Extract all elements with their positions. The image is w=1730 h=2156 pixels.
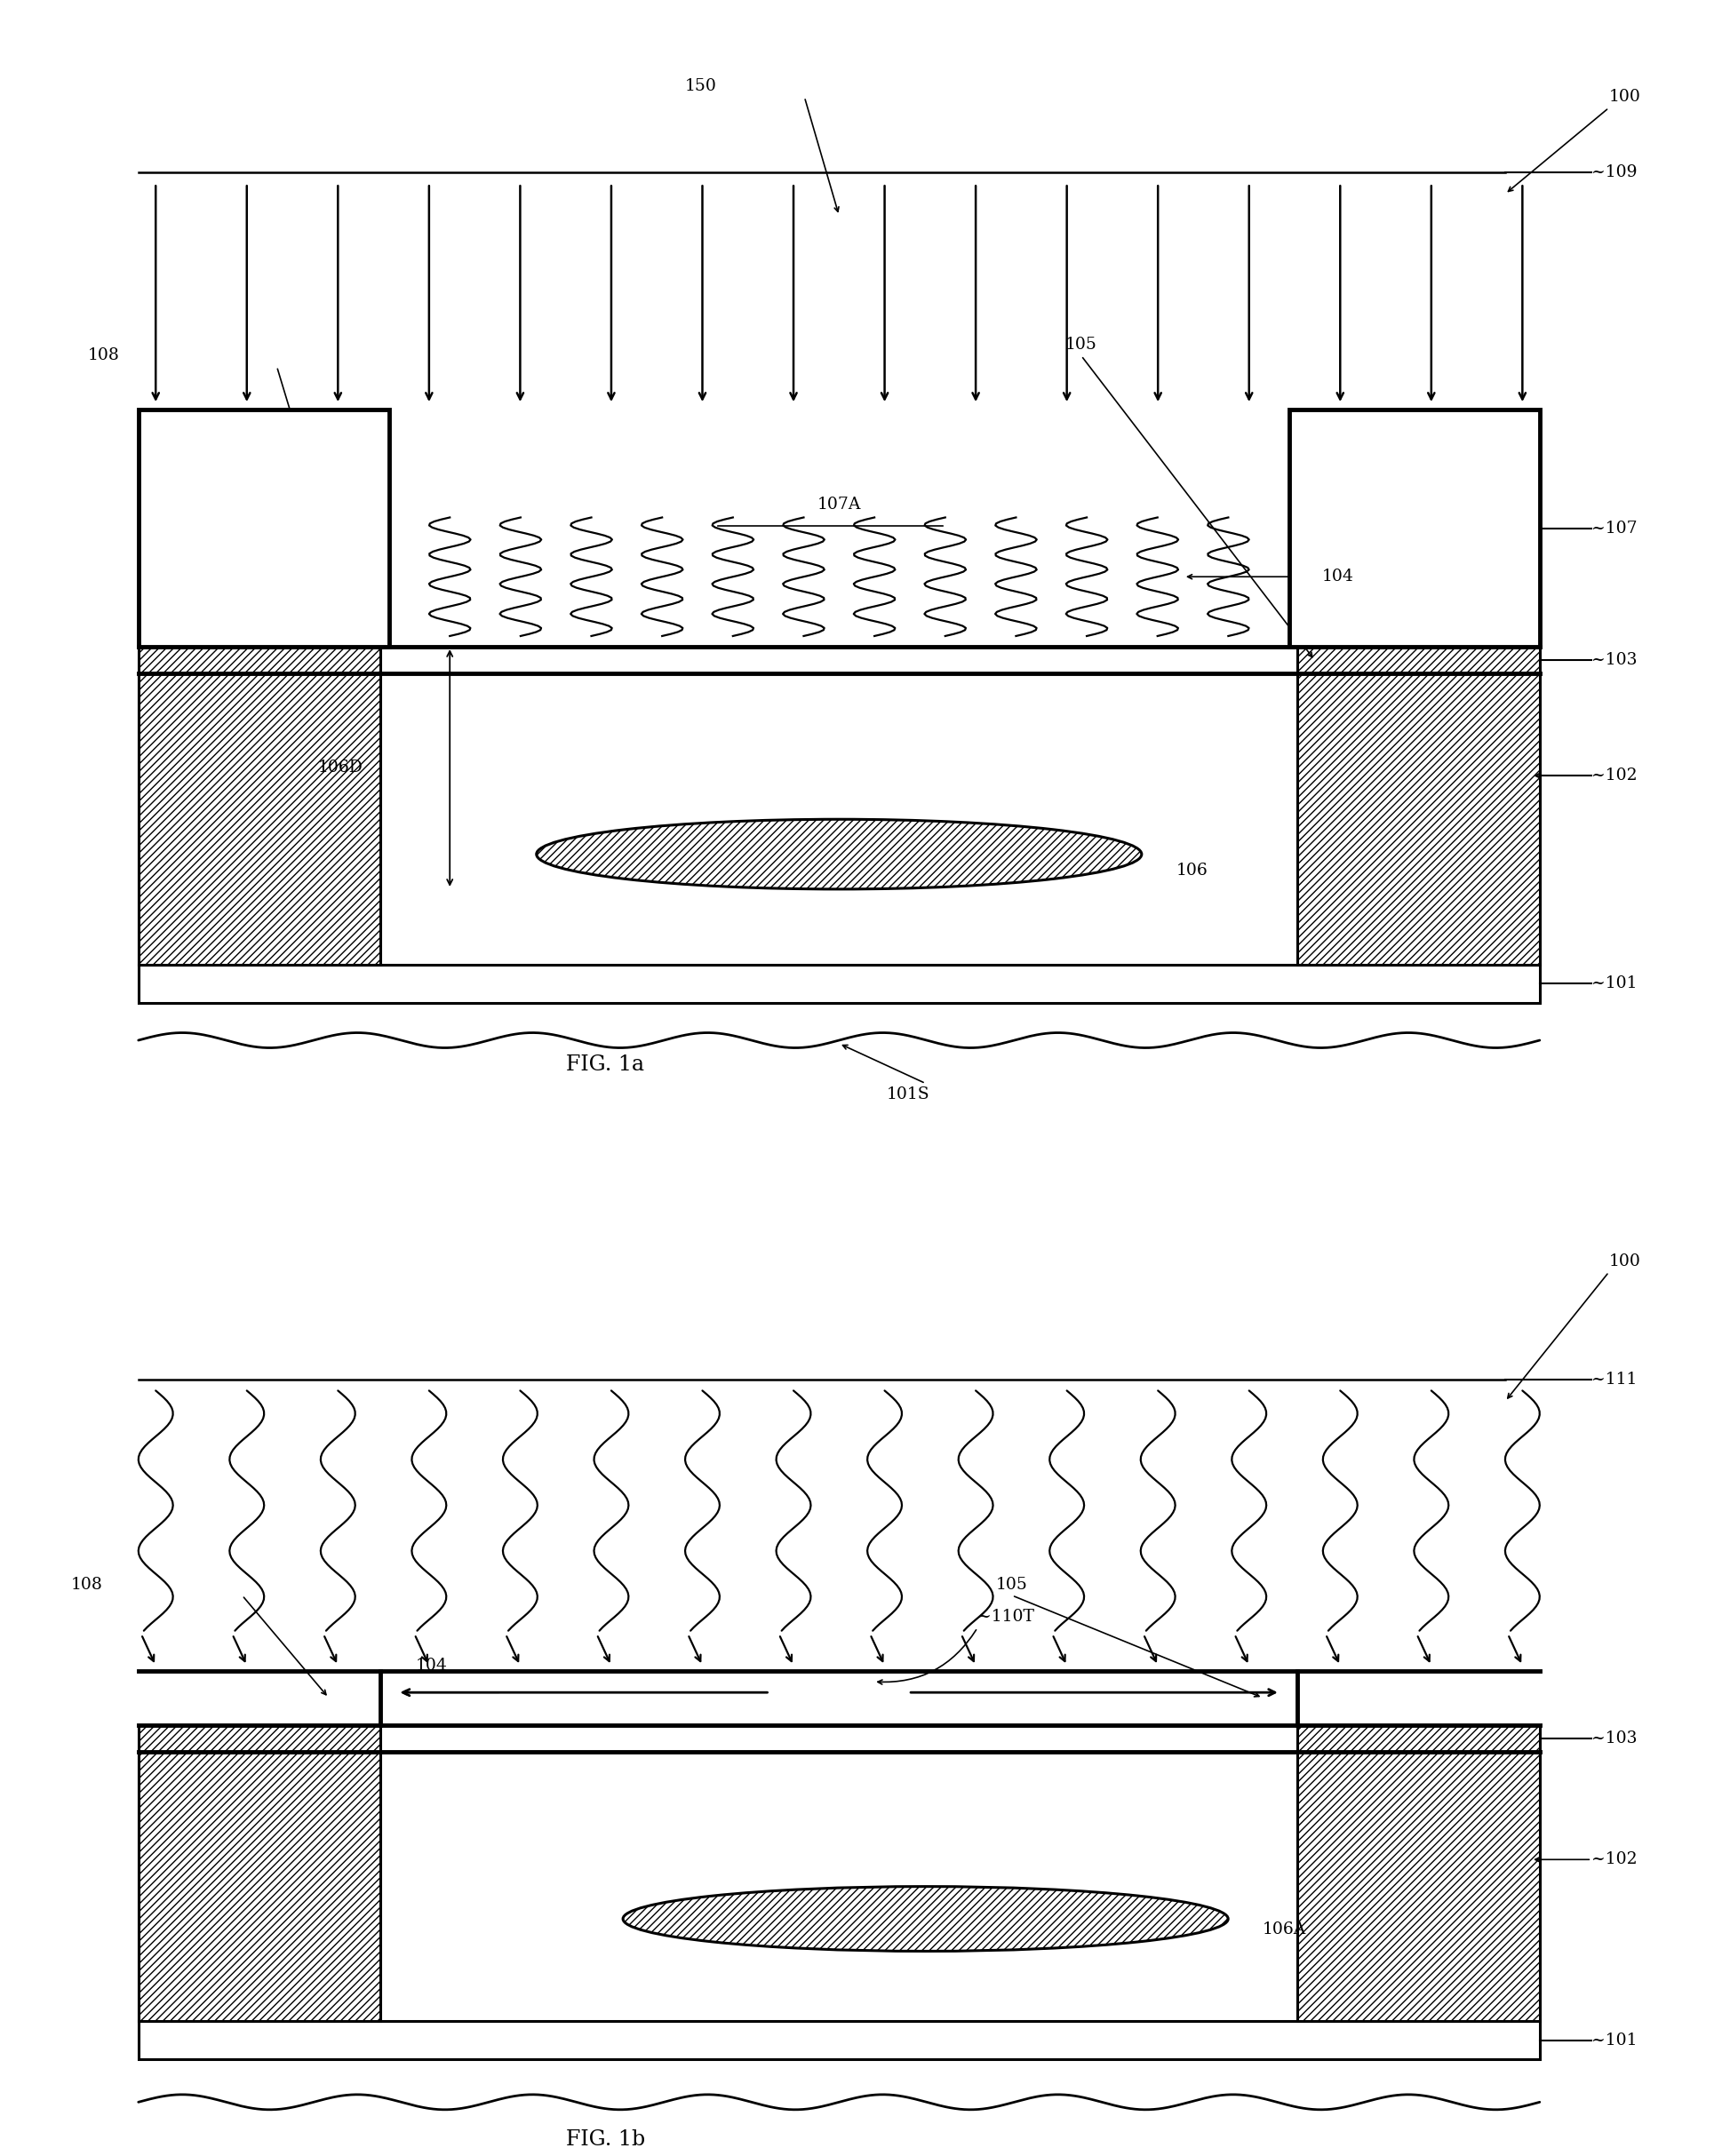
Text: ~102: ~102 [1592, 1852, 1638, 1867]
Text: 101S: 101S [887, 1087, 929, 1102]
Ellipse shape [536, 819, 1142, 888]
Text: 105: 105 [1066, 336, 1097, 354]
Text: 100: 100 [1609, 88, 1640, 106]
Text: 106D: 106D [318, 759, 363, 776]
Bar [138, 2022, 1540, 2059]
Text: FIG. 1b: FIG. 1b [566, 2130, 645, 2150]
Text: 105: 105 [996, 1576, 1028, 1593]
Text: ~103: ~103 [1592, 1731, 1637, 1746]
Text: FIG. 1a: FIG. 1a [566, 1054, 645, 1076]
Bar [1298, 647, 1540, 966]
Text: 108: 108 [71, 1576, 102, 1593]
Text: 106A: 106A [1263, 1921, 1306, 1938]
Text: 108: 108 [88, 347, 119, 364]
Text: ~101: ~101 [1592, 977, 1637, 992]
Ellipse shape [623, 1886, 1228, 1951]
Bar [1289, 410, 1540, 647]
Text: ~110T: ~110T [977, 1608, 1035, 1626]
Bar [1298, 1725, 1540, 2022]
Text: 100: 100 [1609, 1253, 1640, 1270]
Text: 107A: 107A [817, 496, 862, 513]
Text: 150: 150 [685, 78, 716, 95]
Text: 106: 106 [1176, 862, 1208, 877]
Bar [138, 1751, 1540, 2022]
Bar [138, 966, 1540, 1003]
Text: ~111: ~111 [1592, 1371, 1637, 1388]
Bar [138, 1725, 381, 2022]
Text: 104: 104 [415, 1658, 446, 1673]
Text: ~102: ~102 [1592, 768, 1638, 783]
Bar [138, 673, 1540, 966]
Bar [138, 647, 381, 966]
Text: ~103: ~103 [1592, 653, 1637, 668]
Text: 104: 104 [1322, 569, 1355, 584]
Text: ~101: ~101 [1592, 2033, 1637, 2048]
Bar [138, 410, 389, 647]
Text: ~109: ~109 [1592, 164, 1637, 181]
Text: ~107: ~107 [1592, 520, 1638, 537]
